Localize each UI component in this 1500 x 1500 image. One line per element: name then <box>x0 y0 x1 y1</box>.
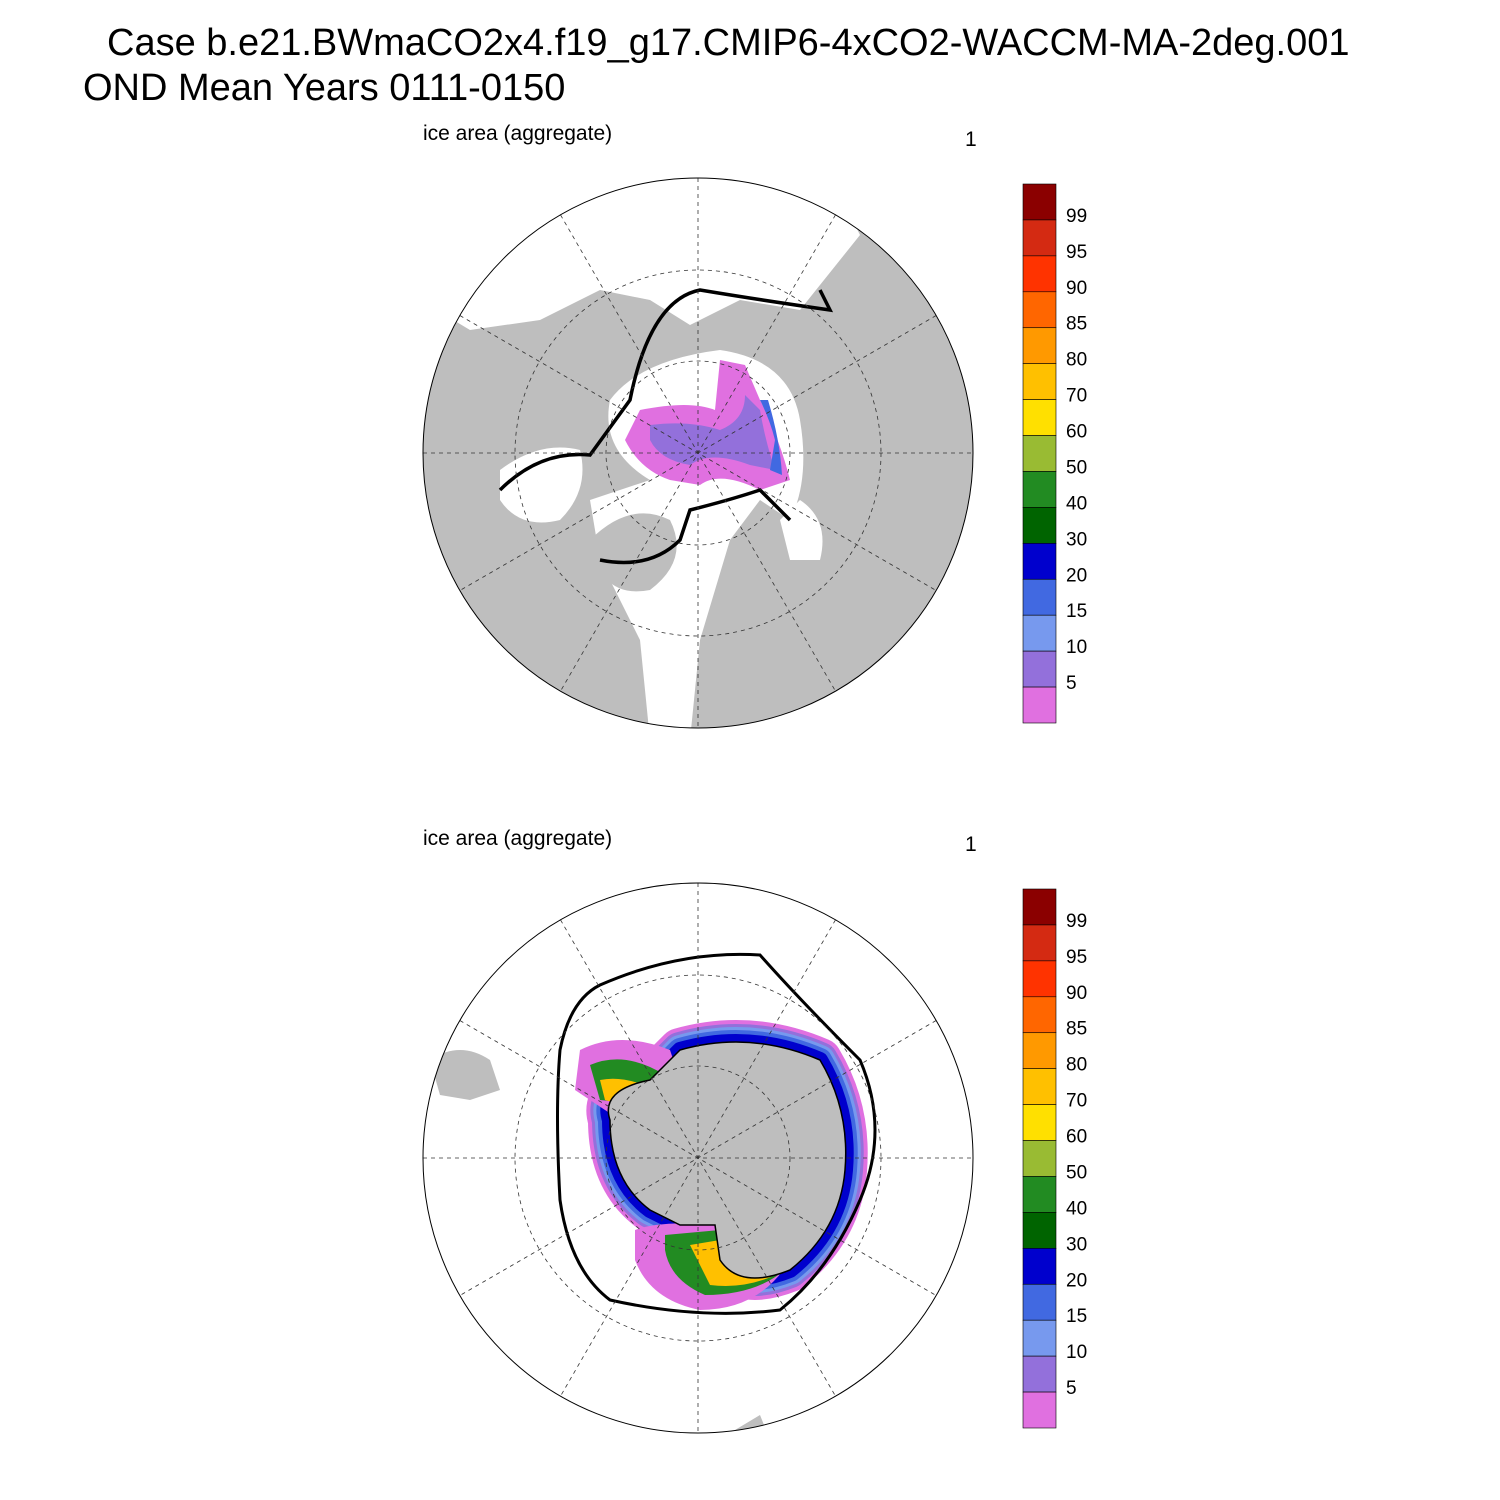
colorbar-label: 50 <box>1066 1162 1087 1183</box>
colorbar-label: 5 <box>1066 1378 1077 1399</box>
colorbar-label: 70 <box>1066 1091 1087 1112</box>
colorbar-label: 15 <box>1066 601 1087 622</box>
colorbar-label: 5 <box>1066 673 1077 694</box>
colorbar-box <box>1022 399 1057 436</box>
colorbar-label: 70 <box>1066 386 1087 407</box>
colorbar-label: 40 <box>1066 493 1087 514</box>
colorbar-box <box>1022 614 1057 652</box>
title-line2: OND Mean Years 0111-0150 <box>83 67 565 109</box>
colorbar-box <box>1022 996 1057 1034</box>
colorbar-label: 30 <box>1066 1234 1087 1255</box>
north-map <box>423 178 973 728</box>
colorbar-label: 99 <box>1066 911 1087 932</box>
latitude-line <box>605 1065 791 1251</box>
panel-label: 1 <box>965 833 977 856</box>
panel-title: ice area (aggregate) <box>423 122 612 145</box>
colorbar-box <box>1022 924 1057 962</box>
colorbar-label: 50 <box>1066 457 1087 478</box>
colorbar-box <box>1022 255 1057 293</box>
colorbar-box <box>1022 1068 1057 1105</box>
meridian-line <box>459 1020 937 1296</box>
colorbar-label: 60 <box>1066 1127 1087 1148</box>
meridian-line <box>459 315 937 591</box>
colorbar-box <box>1022 1391 1057 1429</box>
panel-label: 1 <box>965 128 977 151</box>
colorbar-label: 20 <box>1066 1270 1087 1291</box>
colorbar-box <box>1022 471 1057 508</box>
colorbar-box <box>1022 1248 1057 1285</box>
panel-title: ice area (aggregate) <box>423 827 612 850</box>
colorbar-label: 85 <box>1066 314 1087 335</box>
colorbar-label: 15 <box>1066 1306 1087 1327</box>
colorbar-box <box>1022 363 1057 400</box>
colorbar-box <box>1022 578 1057 616</box>
colorbar-label: 90 <box>1066 983 1087 1004</box>
colorbar-box <box>1022 1283 1057 1321</box>
colorbar-box <box>1022 183 1057 221</box>
colorbar-box <box>1022 507 1057 544</box>
colorbar-box <box>1022 1104 1057 1141</box>
colorbar-label: 95 <box>1066 242 1087 263</box>
colorbar-box <box>1022 327 1057 364</box>
colorbar-label: 90 <box>1066 278 1087 299</box>
colorbar-label: 99 <box>1066 206 1087 227</box>
colorbar-label: 40 <box>1066 1198 1087 1219</box>
colorbar-label: 10 <box>1066 637 1087 658</box>
colorbar-label: 85 <box>1066 1019 1087 1040</box>
colorbar-label: 20 <box>1066 565 1087 586</box>
colorbar-box <box>1022 960 1057 998</box>
colorbar-box <box>1022 1212 1057 1249</box>
colorbar-box <box>1022 686 1057 724</box>
colorbar-box <box>1022 435 1057 472</box>
colorbar-label: 30 <box>1066 529 1087 550</box>
colorbar-label: 80 <box>1066 1055 1087 1076</box>
colorbar-box <box>1022 888 1057 926</box>
colorbar-box <box>1022 650 1057 688</box>
colorbar-box <box>1022 291 1057 329</box>
colorbar-box <box>1022 219 1057 257</box>
colorbar-label: 10 <box>1066 1342 1087 1363</box>
colorbar-box <box>1022 1176 1057 1213</box>
colorbar-label: 60 <box>1066 422 1087 443</box>
colorbar-label: 95 <box>1066 947 1087 968</box>
colorbar-box <box>1022 1355 1057 1393</box>
latitude-line <box>605 360 791 546</box>
colorbar-label: 80 <box>1066 350 1087 371</box>
colorbar-box <box>1022 1140 1057 1177</box>
title-line1: Case b.e21.BWmaCO2x4.f19_g17.CMIP6-4xCO2… <box>107 22 1350 64</box>
south-map <box>423 883 973 1433</box>
colorbar-box <box>1022 543 1057 580</box>
colorbar-box <box>1022 1032 1057 1069</box>
colorbar-box <box>1022 1319 1057 1357</box>
